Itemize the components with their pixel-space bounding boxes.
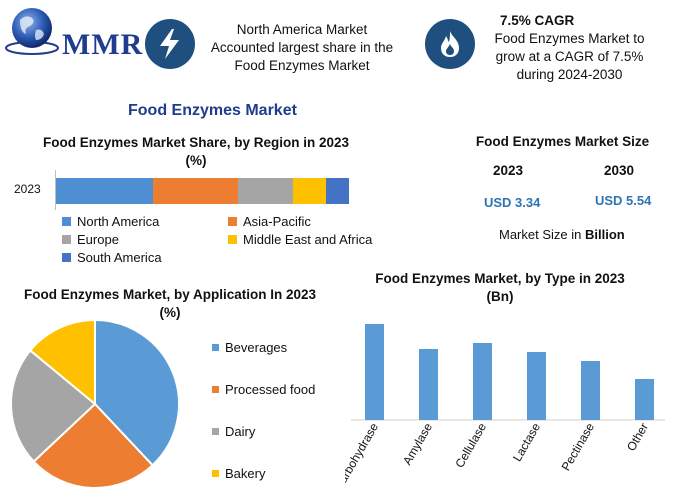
legend-item: Bakery <box>212 464 265 482</box>
legend-item: Beverages <box>212 338 287 356</box>
info2-line: Food Enzymes Market to <box>494 31 645 46</box>
pie-slice <box>94 318 180 467</box>
legend-swatch <box>228 234 237 244</box>
legend-item: Middle East and Africa <box>228 230 372 248</box>
region-stacked-bar <box>56 178 349 204</box>
application-pie-chart <box>10 318 180 489</box>
stacked-bar-segment <box>293 178 326 204</box>
legend-label: Beverages <box>225 339 288 355</box>
x-tick-label: Pectinase <box>559 420 598 473</box>
x-tick-label: Amylase <box>400 420 435 467</box>
x-tick-label: Cellulase <box>452 420 489 470</box>
region-chart-axis <box>55 170 56 210</box>
market-size-year: 2023 <box>493 163 524 178</box>
info2-title: 7.5% CAGR <box>500 13 575 28</box>
legend-label: Middle East and Africa <box>243 231 373 247</box>
type-bar-chart: Carbohydrase Amylase Cellulase Lactase Pecti… <box>345 324 665 493</box>
info2-badge <box>425 19 475 69</box>
application-chart-title: Food Enzymes Market, by Application In 2… <box>23 287 317 320</box>
bar <box>527 352 546 420</box>
region-chart-category-label: 2023 <box>14 182 41 196</box>
info2-line: grow at a CAGR of 7.5% <box>495 49 644 64</box>
legend-label: Processed food <box>225 381 316 397</box>
logo: MMR <box>4 4 142 61</box>
legend-swatch <box>212 427 219 435</box>
market-size-year: 2030 <box>604 163 635 178</box>
pie-slice <box>32 402 154 489</box>
info1-line: North America Market <box>236 22 368 37</box>
bar <box>581 361 600 420</box>
x-tick-label: Carbohydrase <box>345 420 381 493</box>
legend-item: Asia-Pacific <box>228 212 311 230</box>
stacked-bar-segment <box>237 178 294 204</box>
legend-swatch <box>212 385 219 393</box>
legend-item: Europe <box>62 230 119 248</box>
info2-line: during 2024-2030 <box>516 67 623 82</box>
legend-swatch <box>228 216 237 226</box>
bar <box>419 349 438 420</box>
logo-text: MMR <box>62 28 144 61</box>
legend-swatch <box>62 216 71 226</box>
legend-label: Dairy <box>225 423 256 439</box>
legend-label: North America <box>77 213 160 229</box>
legend-swatch <box>212 343 219 351</box>
legend-item: South America <box>62 248 162 266</box>
lightning-icon <box>160 29 179 59</box>
info2-text: 7.5% CAGR Food Enzymes Market to grow at… <box>482 12 657 84</box>
region-legend: North America Asia-Pacific Europe Middle… <box>62 212 382 268</box>
legend-label: South America <box>77 249 162 265</box>
pie-slice <box>28 318 96 407</box>
flame-icon <box>441 31 459 57</box>
x-tick-label: Lactase <box>510 420 543 464</box>
stacked-bar-segment <box>56 178 153 204</box>
page-title: Food Enzymes Market <box>128 102 297 119</box>
market-size-note: Market Size in Billion <box>499 227 625 242</box>
info1-line: Food Enzymes Market <box>234 58 370 73</box>
application-legend: Beverages Processed food Dairy Bakery <box>212 338 342 488</box>
market-size-title: Food Enzymes Market Size <box>475 134 650 149</box>
globe-icon <box>5 8 59 55</box>
legend-swatch <box>62 252 71 262</box>
legend-item: North America <box>62 212 159 230</box>
legend-item: Processed food <box>212 380 315 398</box>
region-chart-title: Food Enzymes Market Share, by Region in … <box>42 135 350 168</box>
info1-line: Accounted largest share in the <box>210 40 394 55</box>
x-tick-label: Other <box>624 421 651 454</box>
legend-item: Dairy <box>212 422 255 440</box>
market-size-value: USD 5.54 <box>595 193 652 208</box>
legend-swatch <box>212 469 219 477</box>
info1-text: North America Market Accounted largest s… <box>204 21 400 75</box>
legend-label: Asia-Pacific <box>243 213 311 229</box>
bar <box>635 379 654 420</box>
market-size-note-unit: Billion <box>584 227 625 242</box>
market-size-value: USD 3.34 <box>484 195 541 210</box>
type-chart-title: Food Enzymes Market, by Type in 2023 (Bn… <box>375 271 625 304</box>
stacked-bar-segment <box>325 178 349 204</box>
info1-badge <box>145 19 195 69</box>
legend-label: Europe <box>77 231 119 247</box>
stacked-bar-segment <box>152 178 238 204</box>
bar <box>365 324 384 420</box>
legend-label: Bakery <box>225 465 266 481</box>
bar <box>473 343 492 420</box>
pie-slice <box>10 349 97 463</box>
legend-swatch <box>62 234 71 244</box>
market-size-note-prefix: Market Size in <box>499 227 585 242</box>
